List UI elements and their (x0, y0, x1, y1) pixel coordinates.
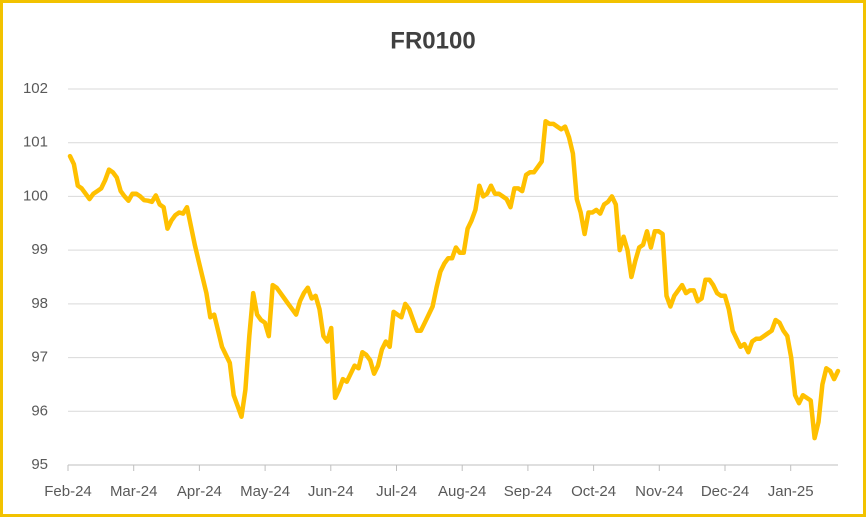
y-tick-label: 102 (23, 80, 48, 97)
y-tick-label: 98 (31, 295, 48, 312)
x-tick-label: May-24 (240, 483, 290, 500)
x-tick-label: Jun-24 (308, 483, 354, 500)
y-tick-label: 100 (23, 187, 48, 204)
x-tick-label: Apr-24 (177, 483, 222, 500)
y-tick-label: 96 (31, 402, 48, 419)
y-tick-label: 97 (31, 349, 48, 366)
x-tick-label: Nov-24 (635, 483, 683, 500)
x-tick-label: Mar-24 (110, 483, 158, 500)
x-tick-label: Oct-24 (571, 483, 616, 500)
x-tick-label: Dec-24 (701, 483, 749, 500)
x-tick-label: Feb-24 (44, 483, 92, 500)
data-line (67, 118, 841, 441)
chart-title: FR0100 (390, 27, 475, 54)
y-tick-label: 95 (31, 456, 48, 473)
x-tick-label: Sep-24 (504, 483, 552, 500)
y-tick-label: 101 (23, 134, 48, 151)
x-tick-label: Jul-24 (376, 483, 417, 500)
x-tick-label: Aug-24 (438, 483, 486, 500)
x-tick-label: Jan-25 (768, 483, 814, 500)
y-tick-label: 99 (31, 241, 48, 258)
